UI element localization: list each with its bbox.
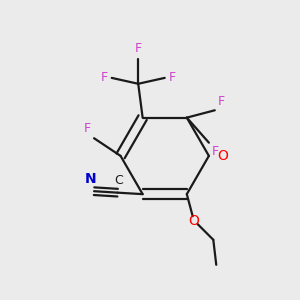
Text: F: F bbox=[101, 71, 108, 84]
Text: N: N bbox=[85, 172, 96, 186]
Text: F: F bbox=[218, 95, 225, 108]
Text: F: F bbox=[135, 42, 142, 55]
Text: C: C bbox=[115, 174, 124, 188]
Text: F: F bbox=[168, 71, 175, 84]
Text: F: F bbox=[84, 122, 91, 135]
Text: F: F bbox=[212, 145, 219, 158]
Text: O: O bbox=[217, 149, 228, 164]
Text: O: O bbox=[189, 214, 200, 228]
